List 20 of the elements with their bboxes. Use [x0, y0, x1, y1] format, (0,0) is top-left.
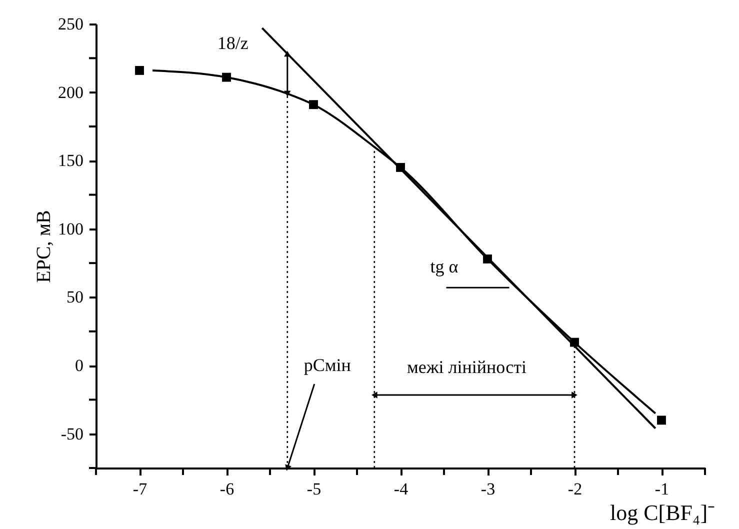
x-tick-label: -4	[394, 480, 409, 498]
x-tick-label: -1	[654, 480, 670, 498]
x-axis-title: log C[BF₄]⁻	[610, 500, 715, 525]
x-tick-label: -3	[480, 480, 496, 498]
x-tick-label: -5	[306, 480, 322, 498]
x-tick-label: -7	[132, 480, 148, 498]
y-tick-label: 50	[66, 288, 84, 307]
x-tick-label: -2	[568, 480, 582, 498]
y-axis-title: EPC, мВ	[33, 210, 55, 283]
y-tick-label: 0	[75, 356, 84, 376]
y-tick-label: 200	[58, 82, 84, 102]
x-tick-label: -6	[220, 480, 234, 498]
annotation: pCмін	[304, 355, 352, 375]
annotation: межі лінійності	[406, 357, 526, 377]
y-tick-label: 100	[58, 219, 84, 238]
y-tick-label: -50	[60, 424, 84, 444]
annotation: 18/z	[217, 32, 248, 53]
y-tick-label: 250	[58, 14, 84, 34]
annotation: tg α	[430, 256, 459, 277]
y-tick-label: 150	[58, 151, 84, 170]
